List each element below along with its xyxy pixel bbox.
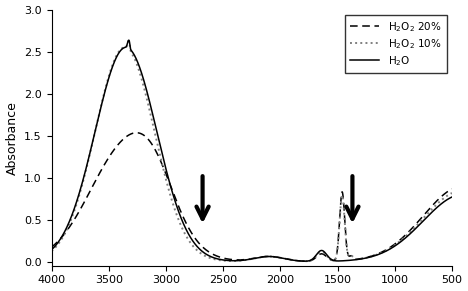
H$_2$O (289, 258, 294, 262)
H$_2$O$_2$ 20% (348, 254, 353, 258)
H$_2$O (378, 252, 384, 255)
Y-axis label: Absorbance: Absorbance (6, 101, 19, 175)
H$_2$O (348, 258, 353, 262)
H$_2$O$_2$ 10% (348, 254, 353, 258)
H$_2$O$_2$ 20% (122, 136, 127, 140)
H$_2$O$_2$ 20% (202, 247, 207, 251)
Line: H$_2$O$_2$ 20%: H$_2$O$_2$ 20% (51, 133, 452, 261)
H$_2$O$_2$ 10% (449, 191, 455, 195)
H$_2$O (309, 258, 315, 261)
H$_2$O (122, 46, 127, 49)
H$_2$O$_2$ 10% (122, 46, 127, 49)
H$_2$O$_2$ 20% (133, 131, 139, 134)
H$_2$O$_2$ 10% (303, 260, 308, 263)
Line: H$_2$O$_2$ 10%: H$_2$O$_2$ 10% (51, 41, 452, 261)
H$_2$O$_2$ 20% (449, 187, 455, 191)
Legend: H$_2$O$_2$ 20%, H$_2$O$_2$ 10%, H$_2$O: H$_2$O$_2$ 20%, H$_2$O$_2$ 10%, H$_2$O (345, 15, 447, 73)
H$_2$O$_2$ 20% (289, 258, 294, 262)
H$_2$O$_2$ 10% (202, 254, 207, 258)
H$_2$O$_2$ 20% (378, 251, 384, 254)
H$_2$O$_2$ 10% (126, 40, 132, 43)
H$_2$O$_2$ 20% (49, 245, 54, 249)
H$_2$O$_2$ 10% (378, 251, 384, 255)
H$_2$O$_2$ 20% (303, 260, 308, 263)
H$_2$O (49, 248, 54, 251)
H$_2$O (202, 251, 207, 255)
H$_2$O$_2$ 10% (309, 258, 315, 262)
Line: H$_2$O: H$_2$O (51, 40, 452, 261)
H$_2$O (302, 259, 308, 263)
H$_2$O (449, 195, 455, 199)
H$_2$O$_2$ 10% (49, 249, 54, 253)
H$_2$O$_2$ 20% (309, 258, 315, 262)
H$_2$O$_2$ 10% (289, 258, 294, 262)
H$_2$O (126, 38, 132, 42)
